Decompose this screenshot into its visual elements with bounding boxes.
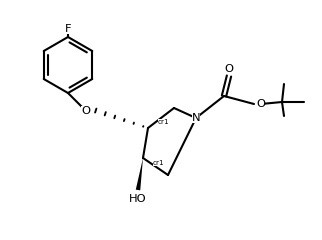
Text: O: O <box>224 64 233 74</box>
Text: cr1: cr1 <box>158 119 170 125</box>
Polygon shape <box>136 158 143 190</box>
Text: cr1: cr1 <box>153 160 165 166</box>
Text: O: O <box>81 106 90 116</box>
Text: O: O <box>257 99 266 109</box>
Text: N: N <box>192 113 200 123</box>
Text: HO: HO <box>129 194 147 204</box>
Text: F: F <box>65 24 71 34</box>
